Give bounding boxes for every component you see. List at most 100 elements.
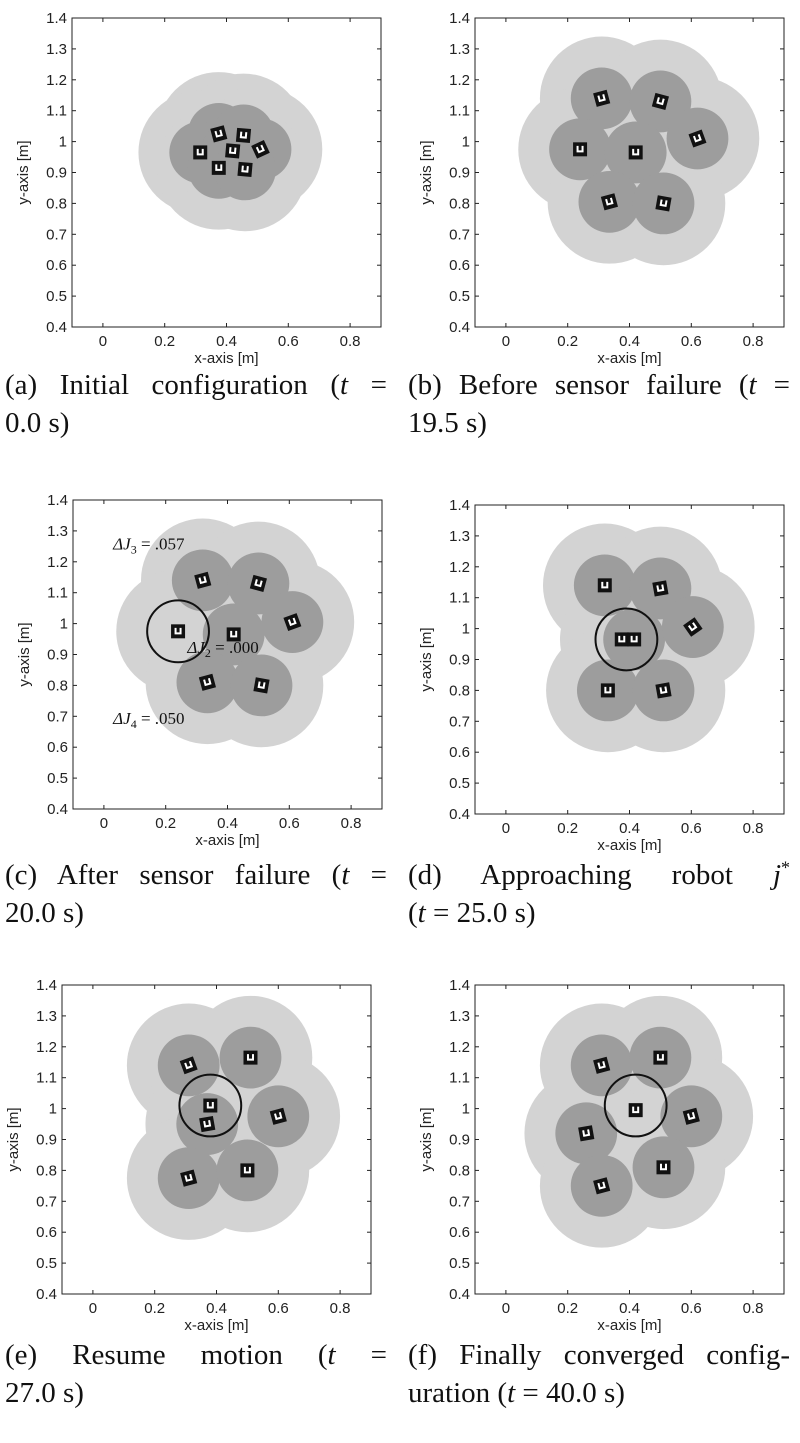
robot-marker xyxy=(655,195,672,212)
subplot-f: 0 0.2 0.4 0.6 0.8 0.4 0.5 0.6 0.7 0.8 0.9 1 1.1 1.2 1.… xyxy=(403,967,800,1334)
y-tick-label: 0.9 xyxy=(449,652,470,669)
robot-marker xyxy=(251,140,270,159)
robot-marker xyxy=(653,1050,668,1065)
y-tick-label: 1.1 xyxy=(449,590,470,607)
robot-marker xyxy=(171,624,186,639)
y-tick-label: 0.7 xyxy=(449,713,470,730)
robot-heading-mark xyxy=(576,145,584,153)
caption-text: 20.0 s) xyxy=(5,897,84,929)
y-tick-label: 0.7 xyxy=(47,708,68,725)
caption-text: 27.0 s) xyxy=(5,1377,84,1409)
y-tick-label: 1.4 xyxy=(449,977,470,994)
robot-body xyxy=(237,161,253,177)
robot-marker xyxy=(597,578,612,593)
caption-text: * xyxy=(781,857,790,878)
y-tick-label: 0.5 xyxy=(449,775,470,792)
robot-marker xyxy=(226,627,241,642)
robot-marker xyxy=(193,145,208,160)
caption-text: 19.5 s) xyxy=(408,407,487,439)
y-tick-label: 1.3 xyxy=(449,1008,470,1025)
caption-variable: t xyxy=(327,1339,336,1371)
robot-marker xyxy=(683,617,703,637)
robot-heading-mark xyxy=(239,131,248,139)
y-tick-label: 0.4 xyxy=(449,319,470,336)
caption-line: (a) Initial configuration (t = xyxy=(5,366,387,404)
y-tick-label: 1.4 xyxy=(46,10,67,27)
x-axis-label: x-axis [m] xyxy=(597,350,661,367)
caption-line: 0.0 s) xyxy=(5,404,387,442)
y-tick-label: 0.4 xyxy=(449,1286,470,1303)
y-tick-label: 0.6 xyxy=(36,1224,57,1241)
robot-marker xyxy=(578,1125,595,1142)
annotation-subscript: 2 xyxy=(205,646,211,660)
robot-body xyxy=(235,127,252,144)
robot-heading-mark xyxy=(597,1181,606,1190)
robot-heading-mark xyxy=(597,1061,606,1070)
robot-body xyxy=(656,1160,671,1175)
caption-text: = xyxy=(348,369,387,401)
caption-variable: t xyxy=(341,859,350,891)
robot-heading-mark xyxy=(659,686,668,694)
caption-b: (b) Before sensor failure (t = 19.5 s) xyxy=(408,366,790,442)
y-tick-label: 1.3 xyxy=(47,523,68,540)
failure-circle xyxy=(146,599,210,664)
robot-body xyxy=(655,195,672,212)
robot-marker xyxy=(199,1115,216,1133)
robot-heading-mark xyxy=(184,1060,194,1070)
y-tick-label: 1.4 xyxy=(36,977,57,994)
x-tick-label: 0.8 xyxy=(743,820,764,837)
subplot-b: 0 0.2 0.4 0.6 0.8 0.4 0.5 0.6 0.7 0.8 0.9 1 1.1 1.2 1.… xyxy=(403,0,800,367)
x-tick-label: 0 xyxy=(502,333,510,350)
robot-heading-mark xyxy=(246,1054,254,1061)
robot-marker xyxy=(655,682,672,699)
y-tick-label: 0.9 xyxy=(46,165,67,182)
y-tick-label: 0.8 xyxy=(36,1162,57,1179)
y-axis-label: y-axis [m] xyxy=(15,140,32,204)
robot-heading-mark xyxy=(241,165,249,173)
robot-marker xyxy=(628,1103,643,1118)
robot-heading-mark xyxy=(582,1129,591,1137)
x-tick-label: 0.2 xyxy=(557,333,578,350)
y-tick-label: 0.4 xyxy=(36,1286,57,1303)
x-tick-label: 0.4 xyxy=(217,815,238,832)
plot-area xyxy=(126,995,341,1240)
y-tick-label: 0.9 xyxy=(449,165,470,182)
y-tick-label: 1 xyxy=(462,134,470,151)
y-tick-label: 0.4 xyxy=(46,319,67,336)
subplot-c: 0 0.2 0.4 0.6 0.8 0.4 0.5 0.6 0.7 0.8 0.9 1 1.1 1.2 1.… xyxy=(1,482,401,849)
y-tick-label: 0.5 xyxy=(36,1255,57,1272)
caption-text: (b) Before sensor failure ( xyxy=(408,369,749,401)
x-tick-label: 0.2 xyxy=(144,1300,165,1317)
robot-body xyxy=(194,571,212,589)
y-tick-label: 1.1 xyxy=(47,585,68,602)
y-tick-label: 1.1 xyxy=(449,103,470,120)
y-tick-label: 1.1 xyxy=(46,103,67,120)
robot-body xyxy=(600,683,615,698)
y-tick-label: 0.4 xyxy=(47,801,68,818)
caption-text: (d) Approaching robot xyxy=(408,859,773,891)
x-tick-label: 0 xyxy=(100,815,108,832)
y-tick-label: 1.3 xyxy=(449,528,470,545)
caption-variable: j xyxy=(772,859,781,891)
robot-heading-mark xyxy=(174,627,182,635)
y-tick-label: 0.5 xyxy=(449,1255,470,1272)
robot-body xyxy=(593,1056,611,1074)
robot-heading-mark xyxy=(618,635,626,643)
caption-line: (e) Resume motion (t = xyxy=(5,1336,387,1374)
y-tick-label: 0.8 xyxy=(449,682,470,699)
x-tick-label: 0.4 xyxy=(206,1300,227,1317)
robot-body xyxy=(253,677,270,694)
annotation-subscript: 4 xyxy=(131,717,137,731)
robot-body xyxy=(251,140,270,159)
robot-body xyxy=(180,1169,198,1187)
y-tick-label: 1 xyxy=(60,616,68,633)
robot-heading-mark xyxy=(206,1102,214,1109)
failure-circle xyxy=(603,1073,668,1138)
robot-body xyxy=(627,632,642,647)
x-tick-label: 0.6 xyxy=(681,333,702,350)
plot-area xyxy=(116,518,355,748)
x-tick-label: 0.6 xyxy=(279,815,300,832)
plot-area xyxy=(518,36,760,266)
y-tick-label: 1 xyxy=(49,1101,57,1118)
robot-heading-mark xyxy=(198,576,207,585)
